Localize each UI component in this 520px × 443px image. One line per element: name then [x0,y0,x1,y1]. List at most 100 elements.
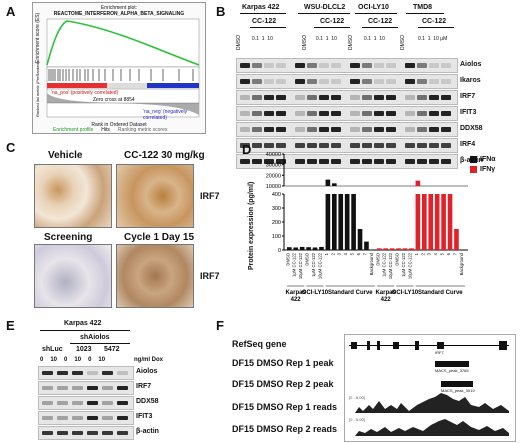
drug-label-3: CC-122 [368,18,393,25]
blot-band [429,143,439,148]
bar [383,248,389,250]
gene-name: IRF7 [435,350,444,355]
blot-band [350,63,360,68]
blot-band [405,111,415,116]
blot-band [117,386,128,390]
blot-band [307,159,317,164]
group-label: Karpas 422 [285,290,306,303]
blot-band [319,63,329,68]
e-group-5472: 5472 [104,346,120,353]
ihc-image-cc122 [116,164,194,228]
blot-band [240,127,250,132]
blot-band [441,63,451,68]
x-tick-label: 10μM CC-122 [317,252,322,279]
bar [312,247,318,250]
x-tick-label: 10μM CC-122 [388,252,393,279]
blot-e-label-2: DDX58 [136,398,159,405]
dose-row-3: 0.1 1 10 [364,36,385,42]
blot-e-label-4: β-actin [136,428,159,435]
gsea-zero-label: Zero cross at 8854 [93,97,135,103]
genome-browser: IRF7 MACS_peak_3765 MACS_peak_3019 [0 - … [344,334,516,442]
x-tick-label: Background [459,252,464,275]
x-tick-label: DMSO [375,252,380,265]
bar [351,194,356,250]
blot-band [362,79,372,84]
blot-band [417,95,427,100]
blot-band [87,416,98,420]
reads-scale-1: [0 - 8.00] [349,395,365,400]
blot-band [441,159,451,164]
blot-band [307,95,317,100]
blot-band [405,143,415,148]
bar [357,229,363,250]
blot-band [87,386,98,390]
blot-band [42,416,53,420]
x-tick-label: 1 [324,252,329,255]
blot-band [240,159,250,164]
blot-band [240,63,250,68]
track-refseq: RefSeq gene [232,339,287,349]
blot-band [57,416,68,420]
blot-band [350,79,360,84]
blot-band [417,63,427,68]
blot-band [252,143,262,148]
blot-band [331,111,341,116]
blot-band [350,143,360,148]
drug-label-2: CC-122 [320,18,345,25]
blot-e-row-1 [38,381,134,395]
blot-band [264,143,274,148]
blot-band [374,127,384,132]
bar [325,179,331,186]
blot-e-row-2 [38,396,134,410]
blot-band [429,63,439,68]
bar [441,194,446,250]
x-tick-label: 7 [362,252,367,255]
bar [299,246,305,250]
blot-band [386,111,396,116]
bar [454,229,459,250]
x-tick-label: Background [369,252,374,275]
blot-band [386,63,396,68]
bar [319,246,324,250]
blot-band [102,401,113,405]
blot-band [252,63,262,68]
blot-b-row-6 [236,154,458,169]
blot-band [87,401,98,405]
blot-band [240,111,250,116]
tick-label: 300 [272,206,281,212]
blot-band [386,95,396,100]
blot-band [240,95,250,100]
blot-b-label-1: Ikaros [460,77,481,84]
ihc-title-cc122: CC-122 30 mg/kg [124,150,205,161]
blot-band [295,63,305,68]
blot-band [319,159,329,164]
blot-band [405,63,415,68]
blot-e-label-1: IRF7 [136,383,152,390]
blot-band [350,95,360,100]
panel-a-label: A [6,4,16,19]
blot-b-label-3: IFIT3 [460,109,477,116]
bar [364,241,369,250]
blot-band [72,371,83,375]
group-label: OCI-LY10 [392,290,419,296]
gsea-title-1: Enrichment plot: [100,5,138,11]
blot-band [319,143,329,148]
tick-label: 400 [272,192,281,198]
blot-band [331,95,341,100]
panel-d-label: D [242,142,252,157]
bar [377,248,382,250]
x-tick-label: 3 [427,252,432,255]
blot-band [319,79,329,84]
blot-b-label-4: DDX58 [460,125,483,132]
legend-ifna: IFNα [480,156,496,163]
blot-band [264,79,274,84]
ihc-image-vehicle [34,164,112,228]
ihc-image-screening [34,244,112,308]
x-tick-label: 2 [330,252,335,255]
tick-label: 40000 [266,152,281,158]
group-label: Standard Curve [418,290,463,296]
blot-band [72,431,83,435]
x-tick-label: 1μM CC-122 [311,252,316,276]
gsea-neg-label: 'na_neg' (negatively correlated) [143,109,188,121]
